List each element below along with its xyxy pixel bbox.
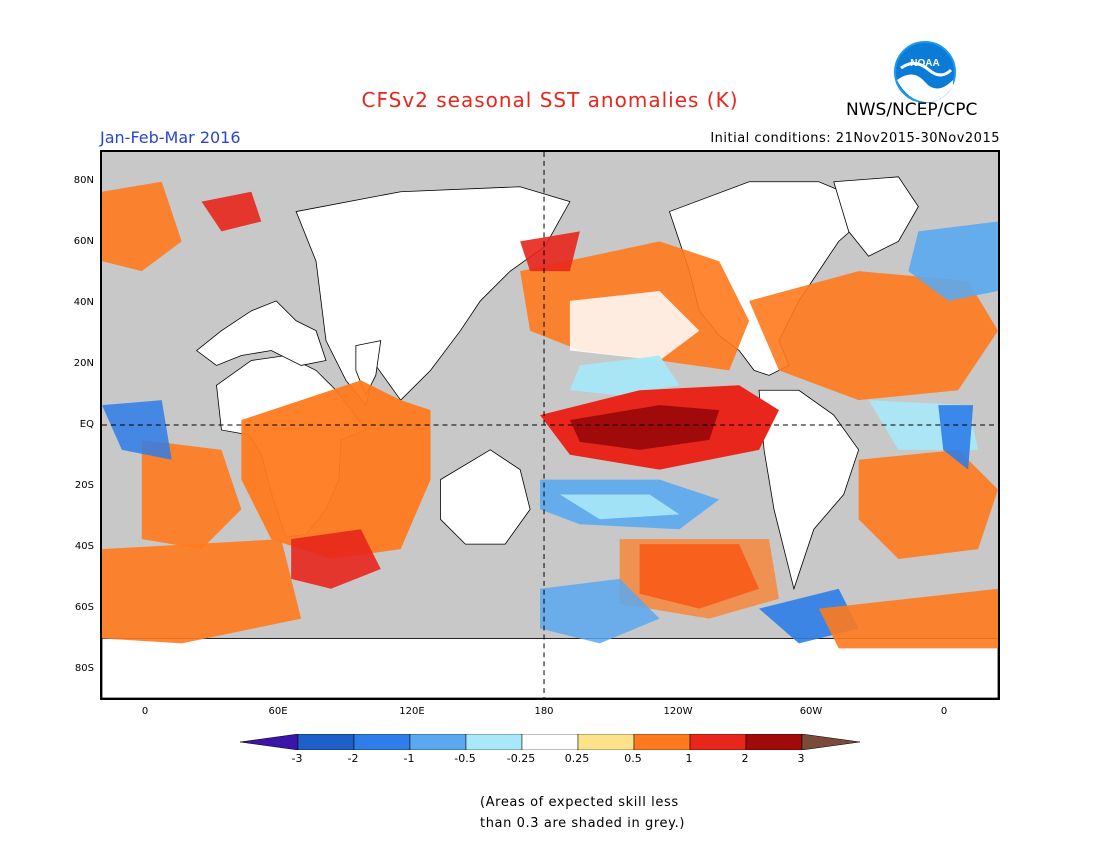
colorbar-tick: 3 (797, 752, 805, 765)
chart-title: CFSv2 seasonal SST anomalies (K) (361, 88, 739, 112)
colorbar-tick: 2 (741, 752, 749, 765)
colorbar-segment (239, 733, 299, 751)
lat-label: 80S (74, 663, 94, 674)
lat-label: 20S (74, 480, 94, 491)
lon-label: 180 (534, 706, 554, 717)
lat-label: 60N (73, 236, 94, 247)
footnote-line-1: (Areas of expected skill less (480, 795, 679, 810)
colorbar-segment (297, 733, 355, 751)
lat-label: 80N (73, 175, 94, 186)
colorbar-tick: -0.5 (454, 752, 476, 765)
lat-label: 60S (74, 602, 94, 613)
colorbar (239, 733, 862, 751)
colorbar-segment (577, 733, 635, 751)
colorbar-tick: -2 (347, 752, 359, 765)
colorbar-segment (353, 733, 411, 751)
colorbar-segment (633, 733, 691, 751)
colorbar-tick: 0.25 (564, 752, 590, 765)
colorbar-tick: -0.25 (506, 752, 536, 765)
footnote: (Areas of expected skill less than 0.3 a… (480, 792, 685, 834)
colorbar-tick: 0.5 (624, 752, 642, 765)
lon-label: 60E (268, 706, 288, 717)
colorbar-segment (409, 733, 467, 751)
lon-label: 120W (663, 706, 693, 717)
colorbar-segment (465, 733, 523, 751)
colorbar-tick: -1 (403, 752, 415, 765)
colorbar-segment (689, 733, 747, 751)
lat-label: 20N (73, 358, 94, 369)
colorbar-tick: -3 (291, 752, 303, 765)
colorbar-segment (745, 733, 803, 751)
svg-text:NOAA: NOAA (910, 58, 939, 69)
initial-conditions-label: Initial conditions: 21Nov2015-30Nov2015 (710, 131, 1000, 146)
lon-label: 0 (141, 706, 149, 717)
colorbar-segment (801, 733, 861, 751)
season-label: Jan-Feb-Mar 2016 (100, 128, 241, 147)
lon-label: 0 (940, 706, 948, 717)
noaa-logo: NOAA (893, 40, 957, 104)
lon-label: 120E (399, 706, 425, 717)
agency-label: NWS/NCEP/CPC (846, 100, 978, 120)
sst-anomaly-map (100, 150, 1000, 700)
footnote-line-2: than 0.3 are shaded in grey.) (480, 816, 685, 831)
lat-label: EQ (79, 419, 94, 430)
lon-label: 60W (799, 706, 823, 717)
lat-label: 40S (74, 541, 94, 552)
colorbar-segment (521, 733, 579, 751)
colorbar-tick: 1 (685, 752, 693, 765)
lat-label: 40N (73, 297, 94, 308)
